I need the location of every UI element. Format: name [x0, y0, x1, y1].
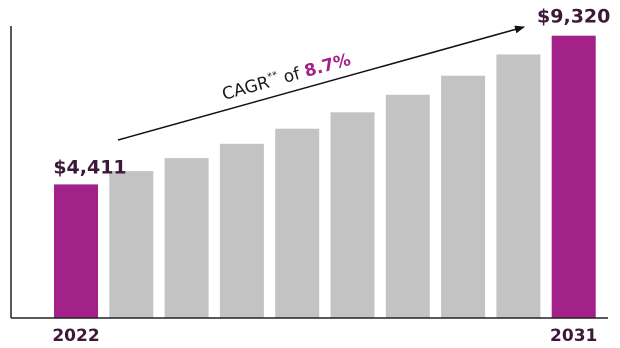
cagr-superscript: ** — [266, 70, 279, 83]
cagr-annotation: CAGR** of 8.7% — [220, 50, 353, 105]
bar-2022 — [54, 184, 98, 318]
data-label-last: $9,320 — [537, 6, 610, 28]
x-tick-2022: 2022 — [52, 326, 99, 346]
data-label-first: $4,411 — [53, 156, 126, 178]
bar-year-7 — [385, 94, 430, 318]
bars-group — [54, 35, 596, 318]
bar-2031 — [551, 35, 596, 318]
bar-year-3 — [164, 158, 209, 318]
bar-year-2 — [109, 171, 154, 318]
x-tick-2031: 2031 — [550, 326, 597, 346]
x-tick-labels: 2022 2031 — [52, 326, 597, 346]
bar-year-5 — [275, 128, 320, 318]
bar-year-9 — [496, 54, 541, 318]
bar-year-8 — [441, 75, 486, 318]
cagr-arrow — [117, 25, 525, 141]
bar-year-6 — [330, 112, 375, 318]
bar-year-4 — [219, 143, 264, 318]
